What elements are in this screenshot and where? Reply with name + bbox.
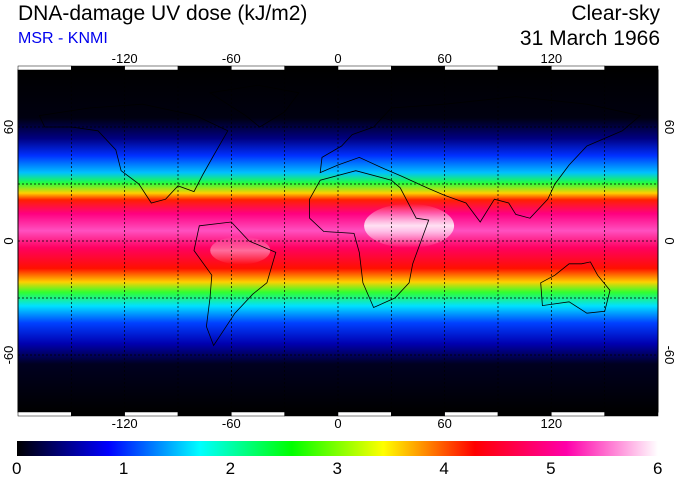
frame-segment-top bbox=[337, 65, 392, 71]
lon-tick-label-top: -120 bbox=[112, 51, 138, 66]
colorbar bbox=[17, 441, 658, 456]
lon-tick-label-bottom: -60 bbox=[222, 416, 241, 431]
colorbar-tick-label: 3 bbox=[332, 459, 342, 478]
colorbar-tick-label: 2 bbox=[225, 459, 236, 478]
sky-condition: Clear-sky bbox=[571, 2, 660, 25]
frame-segment-top bbox=[444, 65, 499, 71]
lat-tick-label-left: -60 bbox=[1, 346, 16, 365]
lat-tick-label-left: 60 bbox=[1, 120, 16, 134]
frame-segment-bottom bbox=[604, 411, 659, 417]
colorbar-tick-label: 4 bbox=[439, 459, 449, 478]
coastline-north-america bbox=[38, 103, 229, 204]
lon-tick-label-bottom: 120 bbox=[540, 416, 562, 431]
frame-segment-top bbox=[124, 65, 179, 71]
frame-segment-bottom bbox=[284, 411, 339, 417]
colorbar-tick-label: 5 bbox=[546, 459, 556, 478]
frame-segment-top bbox=[391, 65, 445, 71]
colorbar-tick-label: 1 bbox=[118, 459, 129, 478]
lat-tick-label-left: 0 bbox=[1, 237, 16, 244]
lon-tick-label-top: 0 bbox=[334, 51, 341, 66]
lon-tick-label-bottom: 0 bbox=[334, 416, 341, 431]
map-date: 31 March 1966 bbox=[519, 27, 660, 50]
lon-tick-label-bottom: 60 bbox=[437, 416, 451, 431]
lon-tick-label-top: 60 bbox=[437, 51, 451, 66]
frame-segment-bottom bbox=[337, 411, 392, 417]
uv-hotspot-africa bbox=[364, 203, 455, 248]
lat-tick-label-right: -60 bbox=[662, 346, 677, 365]
map-plot-area: -120 -120 -60 -60 0 0 60 60 120 120 60 60 0 0 -60 -60 bbox=[1, 51, 677, 431]
coastline-africa bbox=[309, 170, 430, 309]
frame-segment-top bbox=[284, 65, 339, 71]
frame-segment-top bbox=[71, 65, 125, 71]
lon-tick-label-bottom: -120 bbox=[112, 416, 138, 431]
frame-segment-top bbox=[604, 65, 659, 71]
uv-dose-map: -120 -120 -60 -60 0 0 60 60 120 120 60 60 0 0 -60 -60 bbox=[1, 51, 677, 431]
frame-segment-top bbox=[231, 65, 285, 71]
coastline-south-america bbox=[193, 221, 277, 347]
colorbar-tick-label: 6 bbox=[653, 459, 663, 478]
frame-segment-top bbox=[177, 65, 232, 71]
lon-tick-label-top: 120 bbox=[540, 51, 562, 66]
colorbar-tick-label: 0 bbox=[12, 459, 22, 478]
frame-segment-bottom bbox=[444, 411, 499, 417]
coastline-australia bbox=[540, 261, 611, 314]
frame-segment-top bbox=[17, 65, 72, 71]
frame-segment-top bbox=[497, 65, 552, 71]
lat-tick-label-right: 0 bbox=[662, 237, 677, 244]
lon-tick-label-top: -60 bbox=[222, 51, 241, 66]
frame-segment-top bbox=[551, 65, 605, 71]
map-title: DNA-damage UV dose (kJ/m2) bbox=[18, 2, 308, 25]
lat-tick-label-right: 60 bbox=[662, 120, 677, 134]
map-subtitle: MSR - KNMI bbox=[18, 30, 108, 47]
frame-segment-bottom bbox=[17, 411, 72, 417]
